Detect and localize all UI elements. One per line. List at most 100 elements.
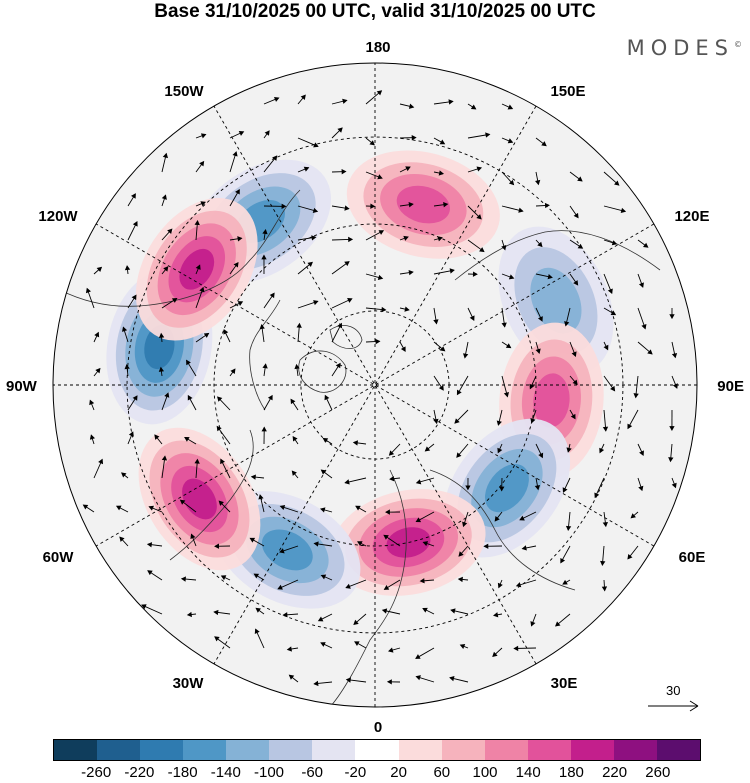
anomaly-contour	[533, 373, 570, 428]
wind-vector	[365, 306, 387, 313]
wind-vector	[344, 477, 367, 485]
wind-vector	[195, 264, 201, 275]
wind-vector	[365, 90, 383, 105]
meridian-line	[213, 105, 537, 665]
wind-vector	[93, 331, 100, 343]
wind-vector	[290, 398, 299, 411]
wind-vector	[319, 507, 333, 513]
wind-vector	[291, 470, 299, 479]
wind-vector	[637, 443, 644, 456]
wind-vector	[195, 133, 207, 139]
wind-vector	[633, 375, 639, 399]
wind-vector	[600, 545, 606, 567]
wind-vector	[399, 235, 409, 241]
meridian-line	[95, 223, 655, 547]
meridian-line	[95, 223, 655, 547]
wind-vector	[365, 230, 385, 241]
map-disc-outline	[52, 62, 698, 708]
wind-vector	[462, 511, 469, 528]
wind-vector	[555, 613, 571, 627]
wind-vector	[262, 229, 268, 241]
wind-vector	[161, 228, 173, 241]
wind-vector	[601, 579, 608, 592]
wind-vector	[229, 151, 238, 173]
wind-vector	[467, 239, 485, 253]
lon-label-60e: 60E	[679, 549, 706, 566]
wind-vector	[637, 477, 644, 492]
wind-vector	[535, 341, 541, 354]
wind-vector	[385, 509, 401, 515]
wind-vector	[195, 201, 206, 207]
anomaly-contour	[530, 267, 582, 334]
wind-vector	[357, 541, 367, 547]
wind-vector	[217, 396, 231, 411]
wind-vector	[501, 239, 507, 251]
colorbar-segment	[97, 740, 141, 760]
wind-vector	[121, 326, 129, 343]
wind-vector	[179, 499, 197, 513]
wind-vector	[288, 674, 299, 683]
wind-vectors	[82, 90, 678, 687]
wind-vector	[365, 171, 383, 180]
wind-vector	[399, 341, 406, 352]
wind-vector	[501, 103, 514, 110]
anomaly-contour	[396, 185, 450, 224]
wind-vector	[467, 103, 477, 110]
wind-vector	[457, 576, 469, 583]
wind-vector	[530, 409, 537, 424]
wind-vector	[223, 329, 231, 343]
wind-vector	[261, 254, 267, 275]
wind-vector	[603, 375, 616, 392]
wind-vector	[322, 437, 333, 445]
colorbar-segment	[656, 740, 700, 760]
wind-vector	[668, 443, 674, 463]
wind-vector	[389, 476, 401, 482]
wind-vector	[534, 477, 541, 491]
wind-vector	[467, 271, 478, 277]
wind-vector	[220, 458, 231, 479]
wind-vector	[424, 443, 435, 452]
colorbar-segment	[312, 740, 356, 760]
wind-vector	[637, 239, 649, 248]
wind-vector	[127, 431, 134, 445]
wind-vector	[229, 236, 243, 242]
lon-label-90w: 90W	[6, 378, 38, 395]
wind-vector	[320, 574, 333, 581]
wind-vector	[602, 511, 608, 528]
arrow-right-icon	[648, 700, 699, 712]
wind-vector	[483, 543, 503, 549]
wind-vector	[569, 409, 576, 420]
wind-vector	[637, 307, 647, 330]
lon-label-120e: 120E	[674, 208, 709, 225]
wind-vector	[365, 338, 381, 345]
wind-vector	[521, 545, 537, 551]
colorbar-tick-label: 260	[645, 764, 671, 781]
wind-vector	[671, 375, 678, 389]
wind-vector	[250, 474, 265, 480]
wind-vector	[433, 99, 454, 105]
wind-vector	[497, 443, 503, 454]
wind-vector	[119, 536, 129, 547]
wind-vector	[383, 579, 401, 590]
wind-vector	[458, 545, 469, 557]
wind-vector	[127, 395, 138, 411]
coastlines	[59, 189, 661, 707]
wind-vector	[627, 409, 639, 430]
wind-vector	[194, 458, 200, 479]
colorbar-tick-label: -60	[301, 764, 324, 781]
wind-vector	[602, 409, 609, 432]
wind-vector	[501, 171, 515, 186]
wind-vector	[569, 273, 579, 286]
wind-vector	[331, 297, 353, 309]
wind-vector	[630, 511, 639, 519]
wind-vector	[535, 443, 544, 459]
colorbar-segment	[183, 740, 227, 760]
wind-vector	[124, 364, 130, 377]
colorbar-segment	[355, 740, 399, 760]
wind-vector	[161, 455, 168, 479]
wind-vector	[671, 341, 678, 359]
anomaly-contour	[484, 463, 529, 513]
wind-vector	[127, 221, 138, 241]
wind-vector	[187, 394, 197, 411]
wind-vector	[456, 443, 469, 458]
